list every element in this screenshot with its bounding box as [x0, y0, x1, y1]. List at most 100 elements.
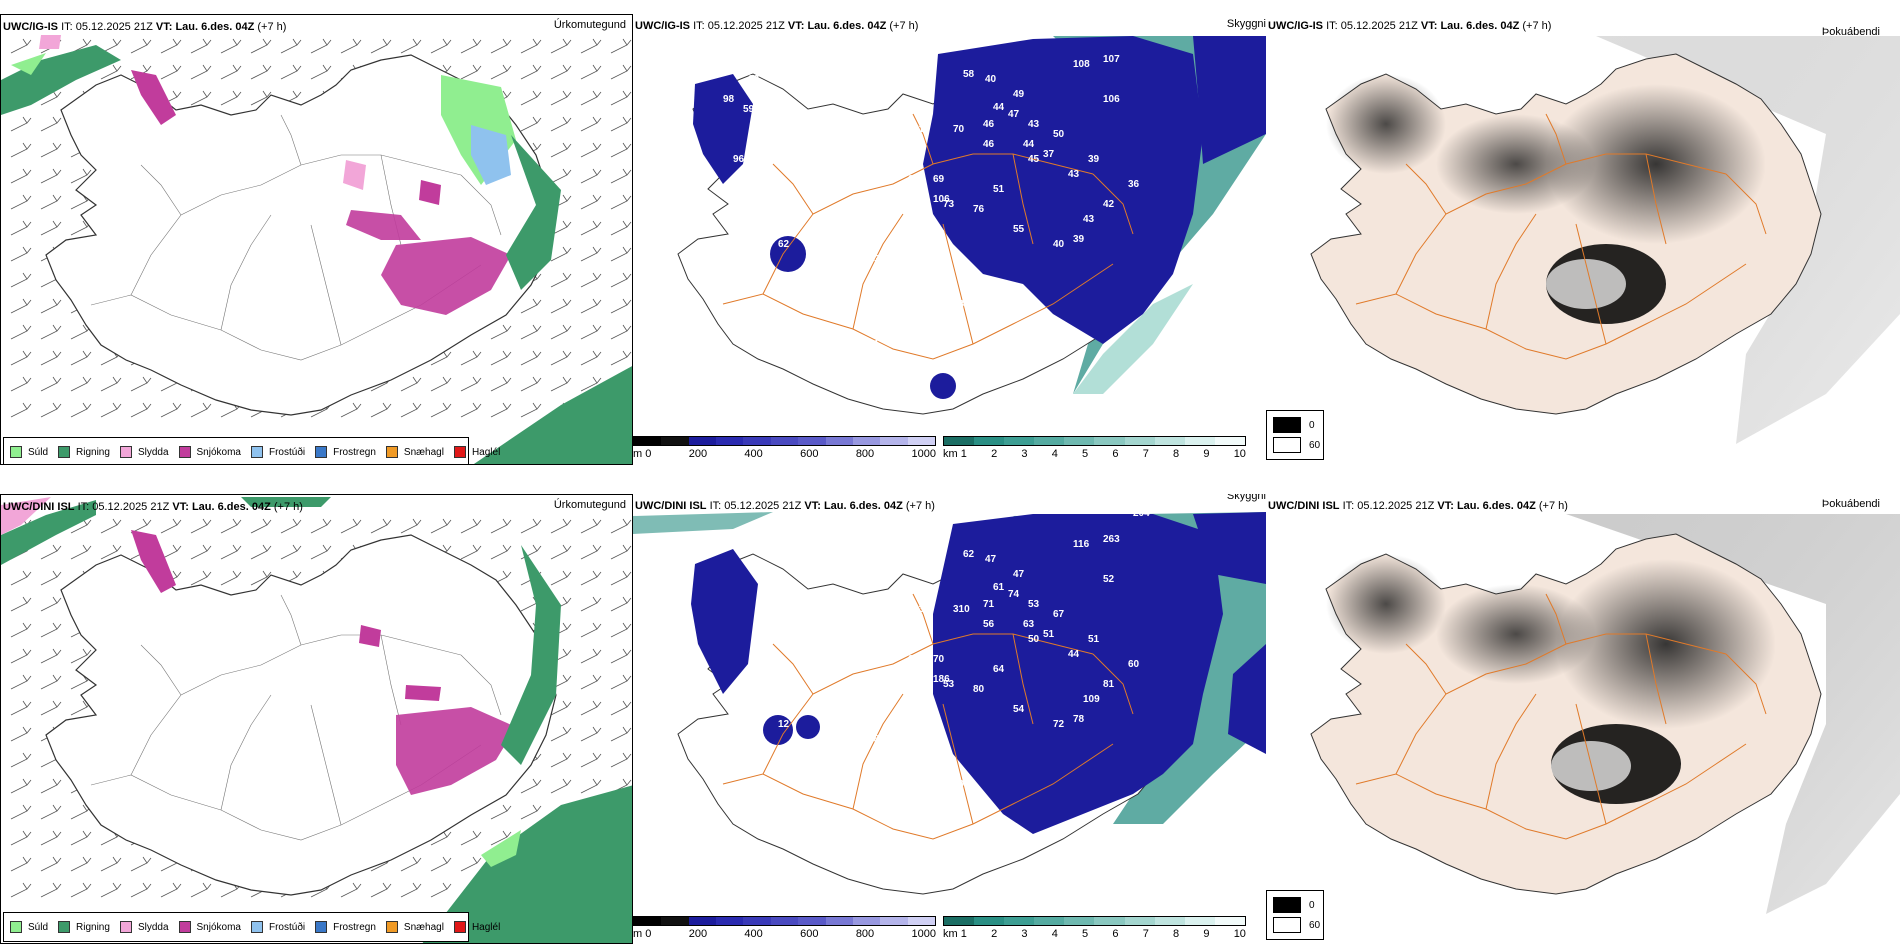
cloud-base-value: 61 [833, 709, 845, 720]
cloud-base-value: 40 [985, 74, 997, 85]
snow-area [359, 625, 381, 647]
cloud-base-value: 71 [983, 599, 995, 610]
wind-barb [10, 778, 32, 794]
wind-barb [520, 38, 542, 54]
wind-barb [580, 778, 602, 794]
wind-barb [610, 64, 632, 80]
fog-cell [1546, 84, 1766, 244]
wind-barb [220, 518, 242, 534]
cloud-base-value: 73 [943, 199, 955, 210]
wind-barb [250, 518, 272, 534]
cloud-base-value: 69 [823, 739, 835, 750]
wind-barb [10, 272, 32, 288]
wind-barb [580, 38, 602, 54]
cloud-base-value: 51 [993, 184, 1005, 195]
cloud-base-value: 89 [893, 749, 905, 760]
wind-barb [70, 402, 92, 418]
cloud-base-value: 47 [985, 554, 997, 565]
wind-barb [10, 350, 32, 366]
cloud-base-value: 74 [1008, 589, 1020, 600]
wind-barb [190, 570, 212, 586]
wind-barb [520, 116, 542, 132]
wind-barb [610, 142, 632, 158]
wind-barb [40, 882, 62, 898]
wind-barb [610, 168, 632, 184]
wind-barb [430, 376, 452, 392]
wind-barb [10, 298, 32, 314]
wind-barb [220, 38, 242, 54]
cloud-base-value: 108 [1073, 59, 1090, 70]
fog-cell [1326, 554, 1446, 654]
cloud-base-value: 60 [1128, 659, 1140, 670]
cloud-base-value: 12 [778, 719, 790, 730]
wind-barb [370, 402, 392, 418]
wind-barb [550, 298, 572, 314]
rain-area [422, 785, 632, 943]
wind-barb [610, 752, 632, 768]
wind-barb [40, 856, 62, 872]
wind-barb [610, 38, 632, 54]
wind-barb [130, 402, 152, 418]
wind-barb [580, 376, 602, 392]
wind-barb [40, 376, 62, 392]
wind-barb [550, 142, 572, 158]
wind-barb [580, 544, 602, 560]
panel-type-title: Skyggni [1226, 18, 1266, 30]
wind-barb [250, 90, 272, 106]
snow-area [396, 707, 516, 795]
wind-barb [40, 324, 62, 340]
cloud-map [677, 36, 1266, 415]
wind-barb [10, 38, 32, 54]
legend-item: Frostúði [250, 446, 305, 458]
wind-barb [310, 64, 332, 80]
legend-item: Snæhagl [385, 446, 444, 458]
wind-barb [250, 544, 272, 560]
cloud-base-value: 118 [893, 204, 910, 215]
wind-barb [580, 246, 602, 262]
wind-barb [70, 544, 92, 560]
wind-barb [40, 298, 62, 314]
cloud-base-value: 71 [913, 124, 925, 135]
wind-barb [550, 90, 572, 106]
wind-barb [100, 882, 122, 898]
wind-barb [580, 220, 602, 236]
rain-area [241, 497, 331, 507]
cloud-base-value: 67 [1053, 609, 1065, 620]
wind-barb [70, 518, 92, 534]
wind-barb [160, 882, 182, 898]
cloud-base-value: 42 [1103, 199, 1115, 210]
cloud-base-value: 10 [953, 779, 965, 790]
cloud-base-value: 72 [913, 744, 925, 755]
wind-barb [580, 168, 602, 184]
wind-barb [370, 882, 392, 898]
low-cloud-area [796, 715, 820, 739]
cloud-base-value: 82 [863, 629, 875, 640]
wind-barb [550, 324, 572, 340]
cloud-base-value: 204 [1133, 508, 1150, 519]
cloud-base-value: 70 [783, 129, 795, 140]
cloud-base-value: 99 [928, 294, 940, 305]
wind-barb [610, 570, 632, 586]
wind-barb [610, 674, 632, 690]
wind-barb [460, 830, 482, 846]
precip-panel-top: UWC/IG-IS IT: 05.12.2025 21Z VT: Lau. 6.… [0, 14, 633, 465]
wind-barb [610, 220, 632, 236]
legend-item: Frostúði [250, 921, 305, 933]
cloud-base-value: 63 [1023, 619, 1035, 630]
wind-barb [610, 350, 632, 366]
cloud-base-value: 46 [983, 139, 995, 150]
wind-barb [460, 350, 482, 366]
wind-barb [40, 622, 62, 638]
wind-barb [10, 830, 32, 846]
wind-barb [550, 518, 572, 534]
panel-header: UWC/DINI ISL IT: 05.12.2025 21Z VT: Lau.… [1268, 500, 1568, 512]
wind-barb [190, 882, 212, 898]
cloud-base-value: 50 [1053, 129, 1065, 140]
wind-barb [550, 752, 572, 768]
snow-area [131, 70, 176, 125]
wind-barb [520, 778, 542, 794]
cloud-base-value: 53 [1028, 599, 1040, 610]
legend-item: Slydda [119, 446, 169, 458]
rain-area [1, 45, 121, 115]
cloud-base-value: 122 [893, 684, 910, 695]
